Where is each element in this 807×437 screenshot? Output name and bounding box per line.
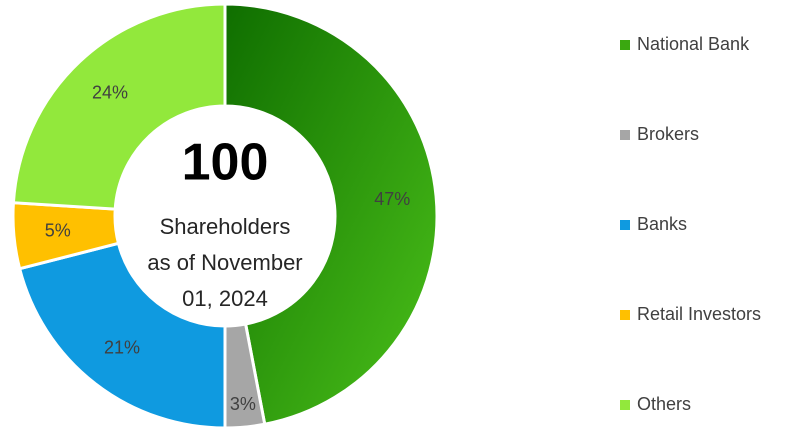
legend-label: Brokers: [637, 124, 699, 144]
segment-label: 47%: [374, 189, 410, 209]
legend-label: Others: [637, 394, 691, 414]
center-line: Shareholders: [160, 214, 291, 239]
segment-label: 5%: [45, 221, 71, 241]
legend-swatch: [620, 400, 630, 410]
segment-label: 3%: [230, 394, 256, 414]
legend-label: Retail Investors: [637, 304, 761, 324]
legend-label: National Bank: [637, 34, 750, 54]
legend-swatch: [620, 40, 630, 50]
center-line: as of November: [147, 250, 302, 275]
legend-swatch: [620, 130, 630, 140]
center-value: 100: [182, 134, 269, 192]
donut-segment: [223, 2, 439, 427]
legend-swatch: [620, 310, 630, 320]
donut-segment: [17, 241, 227, 430]
legend-label: Banks: [637, 214, 687, 234]
donut-segment: [11, 2, 227, 211]
center-line: 01, 2024: [182, 286, 268, 311]
legend-swatch: [620, 220, 630, 230]
segment-label: 21%: [104, 337, 140, 357]
segment-label: 24%: [92, 82, 128, 102]
